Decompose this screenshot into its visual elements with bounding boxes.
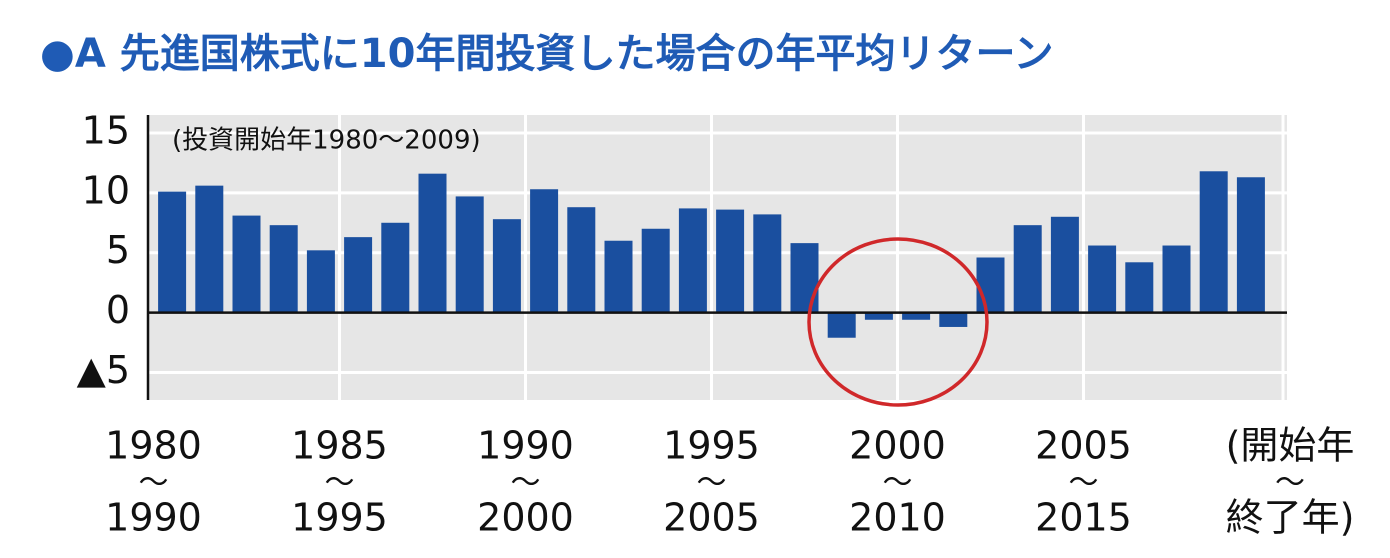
bar (306, 250, 335, 313)
y-tick-label: 15 (82, 108, 130, 152)
bar (790, 243, 819, 313)
chart-title: ●A 先進国株式に10年間投資した場合の年平均リターン (40, 31, 1053, 77)
bar (604, 240, 633, 313)
x-axis-label: 〜 (1275, 466, 1305, 501)
x-tick-label: 2015 (1035, 496, 1132, 540)
x-tick-label: 1985 (291, 424, 388, 468)
x-tick-label: 2005 (1035, 424, 1132, 468)
x-tick-label: 2005 (663, 496, 760, 540)
bar (381, 222, 410, 313)
bar (455, 196, 484, 313)
x-tick-label: 1995 (291, 496, 388, 540)
y-tick-label: 0 (106, 288, 130, 332)
bar (418, 173, 447, 313)
bar (939, 312, 968, 327)
x-tick-label: 〜 (511, 466, 541, 501)
y-tick-label: ▲5 (77, 348, 130, 392)
x-axis-label: (開始年 (1226, 424, 1355, 468)
bar (902, 312, 931, 320)
x-tick-label: 2000 (477, 496, 574, 540)
x-axis-label: 終了年) (1226, 496, 1355, 540)
x-tick-label: 1990 (477, 424, 574, 468)
bar (1088, 245, 1117, 313)
x-tick-label: 〜 (139, 466, 169, 501)
x-tick-label: 〜 (883, 466, 913, 501)
x-tick-label: 1995 (663, 424, 760, 468)
bar (864, 312, 893, 320)
bar (753, 214, 782, 313)
bar (195, 185, 224, 313)
bar (678, 208, 707, 313)
bar (232, 215, 261, 313)
bar (1162, 245, 1191, 313)
x-tick-label: 〜 (1069, 466, 1099, 501)
bar (827, 312, 856, 338)
x-tick-label: 1990 (105, 496, 202, 540)
x-tick-label: 〜 (325, 466, 355, 501)
bar (530, 189, 559, 313)
y-tick-label: 10 (82, 168, 130, 212)
annotation: (投資開始年1980〜2009) (172, 126, 481, 156)
bar (976, 257, 1005, 313)
bar (1236, 177, 1265, 313)
x-tick-label: 2010 (849, 496, 946, 540)
bar (344, 237, 373, 313)
bar (269, 225, 298, 313)
x-tick-label: 2000 (849, 424, 946, 468)
bar (1125, 262, 1154, 313)
bar (1199, 171, 1228, 313)
y-tick-label: 5 (106, 228, 130, 272)
x-tick-label: 1980 (105, 424, 202, 468)
bar (716, 209, 745, 313)
x-tick-label: 〜 (697, 466, 727, 501)
bar (641, 228, 670, 313)
bar (1013, 225, 1042, 313)
highlight-circle (807, 237, 989, 407)
bar (492, 219, 521, 313)
bar (158, 191, 187, 313)
bar (1050, 216, 1079, 313)
bar (567, 207, 596, 313)
